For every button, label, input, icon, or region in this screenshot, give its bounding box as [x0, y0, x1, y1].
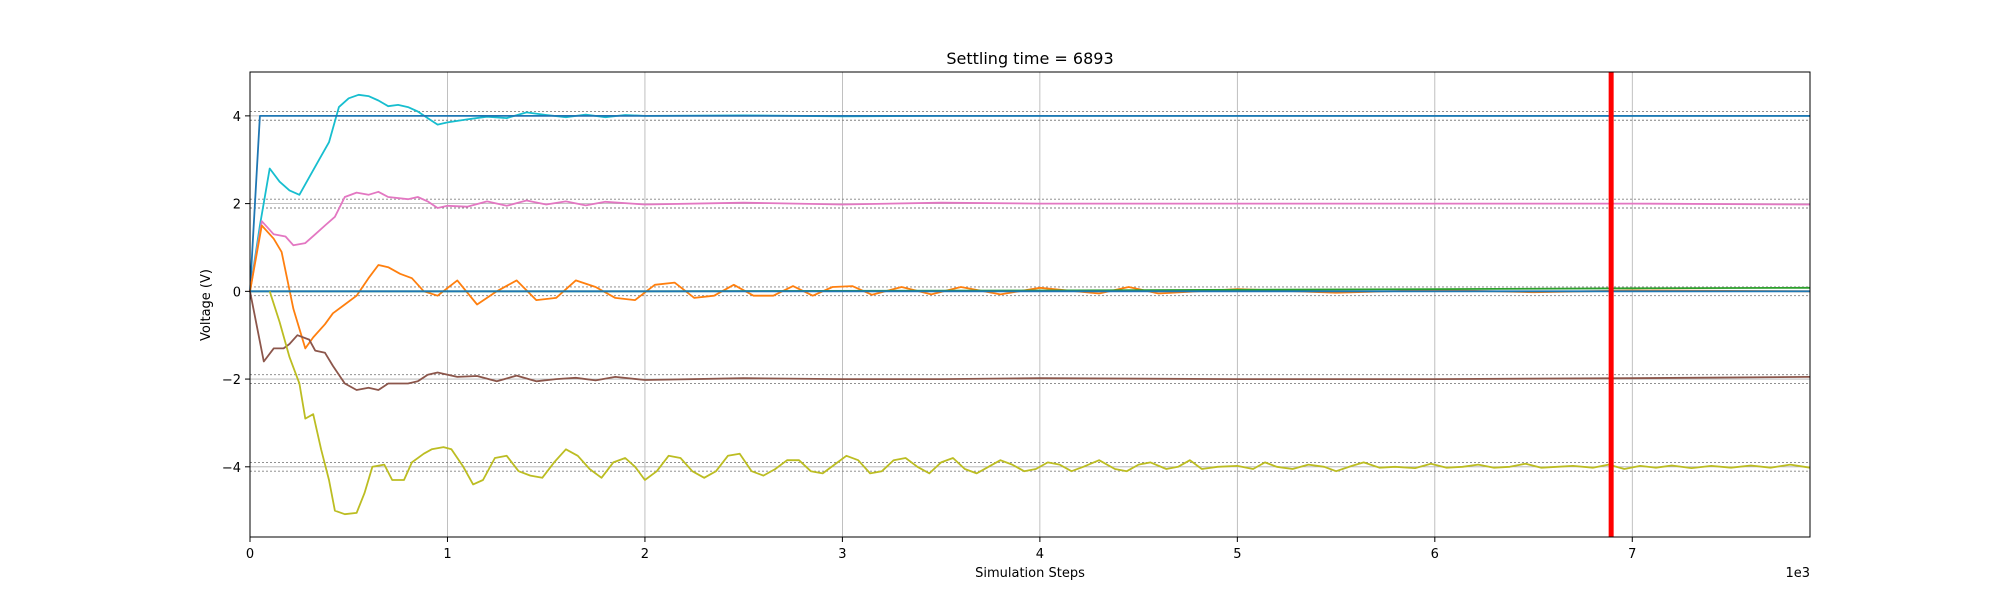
y-tick-label: 4: [233, 110, 241, 125]
x-tick-label: 5: [1233, 547, 1241, 562]
series-line: [249, 190, 1811, 292]
x-tick-label: 2: [641, 547, 649, 562]
series-lines: [249, 93, 1811, 516]
y-axis-label: Voltage (V): [199, 269, 214, 341]
x-tick-label: 3: [838, 547, 846, 562]
x-axis-ticks: 0 1 2 3 4 5 6 7: [246, 537, 1636, 562]
chart-title: Settling time = 6893: [946, 49, 1113, 68]
y-tick-label: 0: [233, 285, 241, 300]
y-tick-label: 2: [233, 198, 241, 213]
x-tick-label: 6: [1431, 547, 1439, 562]
series-line: [249, 291, 1811, 391]
series-line: [249, 115, 1810, 292]
y-tick-label: −2: [222, 373, 241, 388]
plot-frame: [249, 71, 1811, 538]
x-tick-label: 7: [1628, 547, 1636, 562]
x-axis-label: Simulation Steps: [975, 566, 1085, 581]
x-tick-label: 1: [443, 547, 451, 562]
y-tick-label: −4: [222, 461, 241, 476]
tolerance-bands: [250, 111, 1810, 472]
x-axis-multiplier: 1e3: [1785, 566, 1810, 581]
series-line: [249, 224, 1811, 350]
x-tick-label: 0: [246, 547, 254, 562]
series-line: [268, 291, 1811, 516]
y-axis-ticks: 4 2 0 −2 −4: [222, 110, 250, 476]
x-tick-label: 4: [1036, 547, 1044, 562]
